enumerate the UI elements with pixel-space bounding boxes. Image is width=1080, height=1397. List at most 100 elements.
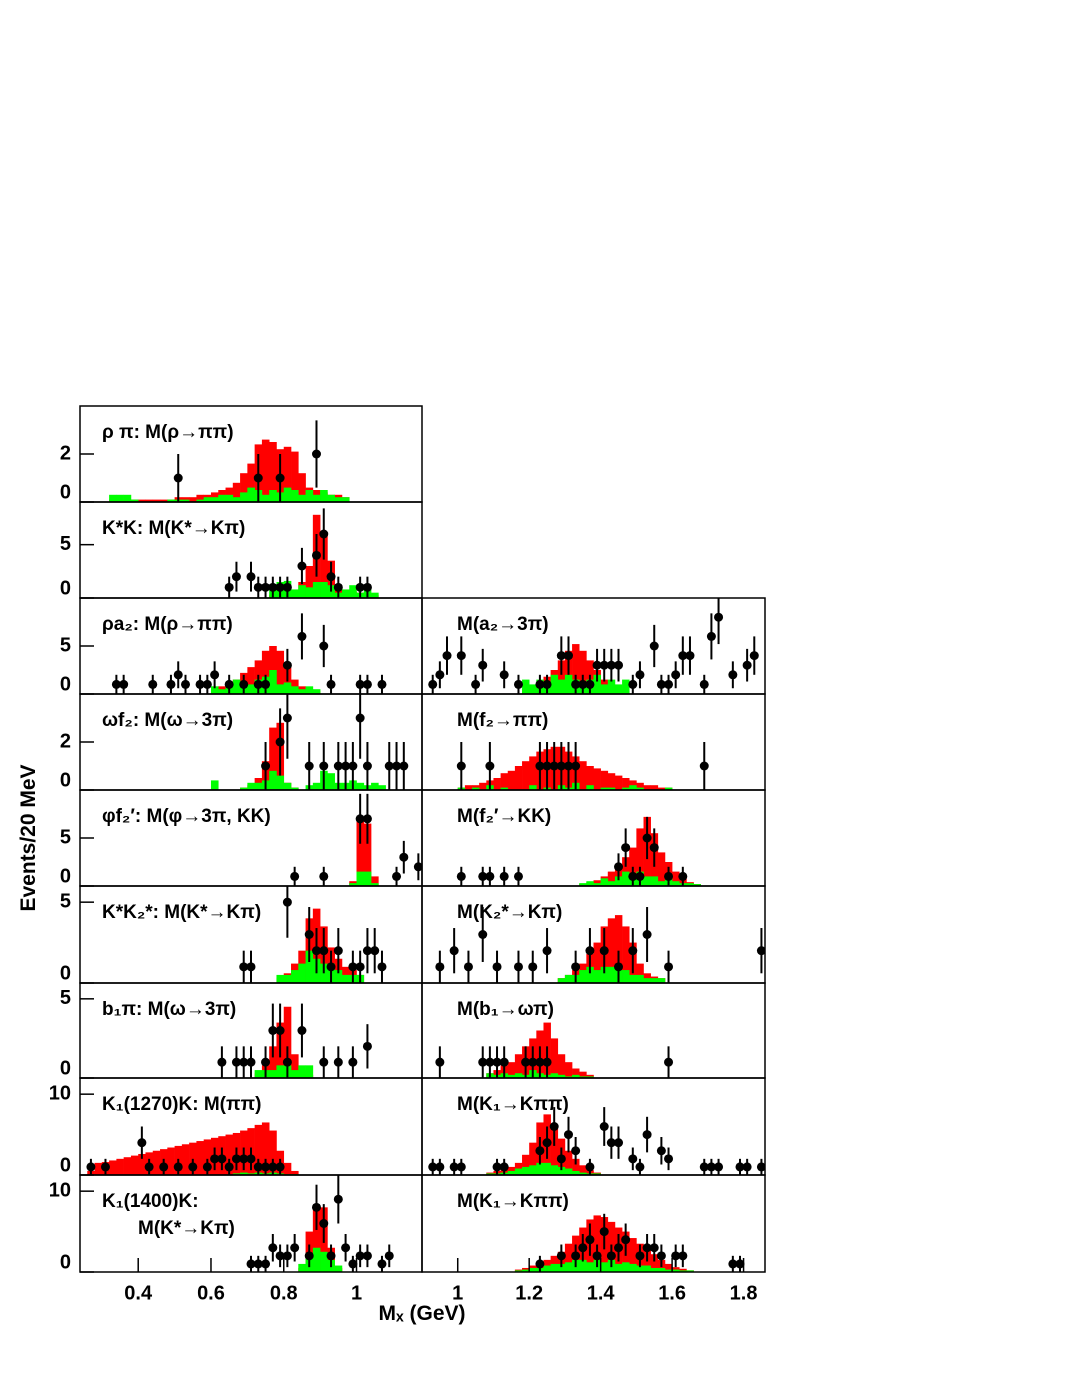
data-point [333,761,343,771]
background-bar [269,770,277,790]
signal-bar [672,871,680,886]
y-tick-label: 5 [60,826,71,848]
background-bar [283,782,292,790]
panel-label: M(b₁→ωπ) [457,999,554,1020]
background-bar [247,1173,255,1175]
data-point [542,679,552,689]
background-bar [572,1074,580,1078]
background-bar [593,970,601,983]
signal-bar [152,499,161,502]
data-point [239,679,249,689]
y-tick-label: 5 [60,890,71,912]
data-point [585,946,595,956]
data-point [319,1057,329,1067]
data-point [362,761,372,771]
background-bar [312,494,321,502]
data-point [456,1162,466,1172]
signal-bar [564,1150,573,1175]
data-point [319,871,329,881]
signal-bar [196,1141,205,1175]
data-point [535,679,545,689]
signal-bar [572,644,580,694]
background-bar [298,585,306,598]
data-point [478,930,488,939]
data-point [282,713,292,723]
signal-bar [269,1046,277,1078]
data-point [642,930,652,939]
background-bar [586,1076,594,1078]
panel-frame [421,1077,766,1176]
signal-bar [269,1130,277,1175]
signal-bar [593,942,601,983]
signal-bar [522,761,530,790]
data-point [628,946,638,956]
background-bar [529,785,537,790]
background-bar [586,966,594,983]
panel-label: K₁(1270)K: M(ππ) [102,1094,261,1115]
background-bar [529,684,537,694]
y-axis-label: Events/20 MeV [17,764,40,911]
data-point [326,1251,336,1261]
data-point [664,1154,674,1164]
background-bar [636,1265,644,1272]
data-point [304,930,314,939]
background-bar [586,1262,594,1272]
data-point [355,679,365,689]
data-point [210,1154,220,1164]
data-point [571,679,581,689]
background-bar [130,499,139,502]
data-point [756,1162,765,1172]
signal-bar [247,667,255,694]
data-point [246,1057,256,1067]
background-bar [232,679,241,694]
y-tick-label: 5 [60,533,71,555]
data-point [166,679,176,689]
background-bar [529,1267,537,1272]
data-point [261,582,271,592]
data-point [635,1251,645,1261]
signal-bar [614,775,623,790]
background-bar [276,775,285,790]
data-point [282,1057,292,1067]
data-point [311,1202,321,1212]
data-point [202,679,212,689]
panel [435,907,765,983]
data-point [513,871,523,881]
data-point [635,871,645,881]
signal-bar [341,966,350,983]
data-point [606,1251,616,1261]
signal-bar [557,660,566,694]
data-point [556,651,566,661]
background-bar [269,670,277,694]
data-point [714,612,724,622]
background-bar [500,787,509,790]
background-bar [629,1263,637,1272]
background-bar [550,674,559,694]
signal-bar [514,1054,523,1078]
y-tick-label: 0 [60,673,71,695]
background-bar [341,497,350,502]
data-point [435,1162,445,1172]
x-tick-label: 0.6 [197,1282,225,1304]
data-point [735,1259,745,1269]
background-bar [240,787,248,790]
background-bar [586,881,594,886]
data-point [246,572,256,582]
data-point [678,1251,688,1261]
background-bar [327,773,335,790]
panel [217,1003,372,1078]
background-bar [283,682,292,694]
background-bar [564,674,573,694]
data-point [599,946,609,956]
signal-bar [507,1166,516,1175]
signal-bar [507,1062,516,1078]
signal-bar [522,1154,530,1175]
background-bar [693,884,701,886]
background-bar [564,1168,573,1175]
data-point [549,1122,559,1131]
data-point [268,1162,278,1172]
background-bar [312,1247,321,1272]
panel-label: K₁(1400)K: [102,1191,199,1212]
data-point [399,761,409,771]
x-tick-label: 1.8 [730,1282,758,1304]
